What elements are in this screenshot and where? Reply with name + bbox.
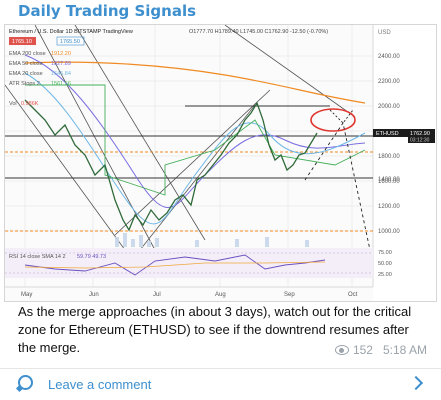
- projection-arrow: [329, 109, 354, 124]
- indicator-label: EMA 20 close: [9, 71, 43, 77]
- price-label: 1600.00: [378, 179, 400, 185]
- month-label: Oct: [348, 292, 358, 298]
- price-label: 1000.00: [378, 229, 400, 235]
- message-meta: 152 5:18 AM: [334, 343, 427, 357]
- comment-bubble-icon: [18, 375, 33, 390]
- price-axis: [373, 25, 436, 301]
- indicator-value: 1827.89: [51, 61, 71, 67]
- currency-label: USD: [378, 30, 391, 36]
- volume-bars: [115, 233, 309, 247]
- indicator-label: ATR Stops 2: [9, 81, 40, 87]
- trendline: [114, 89, 271, 236]
- ema20-line: [24, 72, 366, 225]
- month-label: Sep: [284, 292, 295, 298]
- price-tag: [408, 129, 435, 143]
- channel-title[interactable]: Daily Trading Signals: [18, 2, 197, 20]
- price-label: 2200.00: [378, 79, 400, 85]
- ohlc-readout: O1777.70 H1789.40 L1745.00 C1762.90 -12.…: [189, 29, 328, 35]
- month-label: Jun: [89, 292, 99, 298]
- rsi-values: 59.79 49.73: [77, 254, 106, 260]
- chevron-right-icon: [408, 375, 424, 391]
- price-label: 2400.00: [378, 54, 400, 60]
- indicator-value: 0.986K: [21, 101, 39, 107]
- rsi-level: 75.00: [378, 250, 392, 256]
- symbol-tag-label: ETHUSD: [376, 131, 399, 137]
- chart-image[interactable]: USD 2400.00 2200.00 2000.00 1800.00 1600…: [4, 24, 437, 302]
- price-label: 1200.00: [378, 204, 400, 210]
- trendline: [74, 25, 206, 241]
- rsi-label: RSI 14 close SMA 14 2: [9, 254, 66, 260]
- chart-header: Ethereum / U.S. Dollar 1D BITSTAMP Tradi…: [9, 29, 133, 35]
- rsi-panel: [5, 248, 373, 278]
- price-tag-time: 03:12:30: [410, 138, 430, 144]
- message-text: As the merge approaches (in about 3 days…: [18, 304, 412, 355]
- leave-comment-button[interactable]: Leave a comment: [0, 369, 441, 400]
- indicator-value: 1912.20: [51, 51, 71, 57]
- projection-line: [304, 121, 371, 251]
- trendline: [139, 104, 256, 251]
- rsi-sma-line: [24, 261, 326, 269]
- trendline: [224, 25, 356, 118]
- critical-zone-circle: [310, 108, 356, 132]
- view-count: 152: [352, 343, 373, 357]
- price-label: 1400.00: [378, 177, 400, 183]
- symbol-tag: [373, 129, 408, 137]
- indicator-value: 1561.56: [51, 81, 71, 87]
- buy-price-box[interactable]: [56, 36, 85, 46]
- trendline: [5, 84, 126, 251]
- eye-icon: [334, 345, 349, 355]
- rsi-line: [24, 254, 326, 276]
- buy-price: 1765.50: [60, 39, 80, 45]
- rsi-level: 25.00: [378, 272, 392, 278]
- trading-chart: USD 2400.00 2200.00 2000.00 1800.00 1600…: [5, 25, 436, 301]
- month-label: May: [21, 292, 32, 298]
- atr-line: [25, 84, 366, 196]
- rsi-level: 50.00: [378, 261, 392, 267]
- month-label: Jul: [153, 292, 161, 298]
- divider: [0, 368, 441, 369]
- message-time: 5:18 AM: [382, 343, 427, 357]
- indicator-label: Vol: [9, 101, 17, 107]
- indicator-label: EMA 50 close: [9, 61, 43, 67]
- indicator-label: EMA 200 close: [9, 51, 46, 57]
- sell-price: 1765.10: [12, 39, 32, 45]
- leave-comment-label: Leave a comment: [48, 377, 152, 392]
- sell-price-box[interactable]: [9, 37, 36, 45]
- price-series: [24, 99, 318, 232]
- ema50-line: [24, 54, 366, 209]
- price-label: 1800.00: [378, 154, 400, 160]
- indicator-value: 1645.84: [51, 71, 71, 77]
- price-tag-value: 1762.90: [410, 131, 430, 137]
- ema200-line: [24, 61, 366, 104]
- month-label: Aug: [215, 292, 226, 298]
- price-label: 2000.00: [378, 104, 400, 110]
